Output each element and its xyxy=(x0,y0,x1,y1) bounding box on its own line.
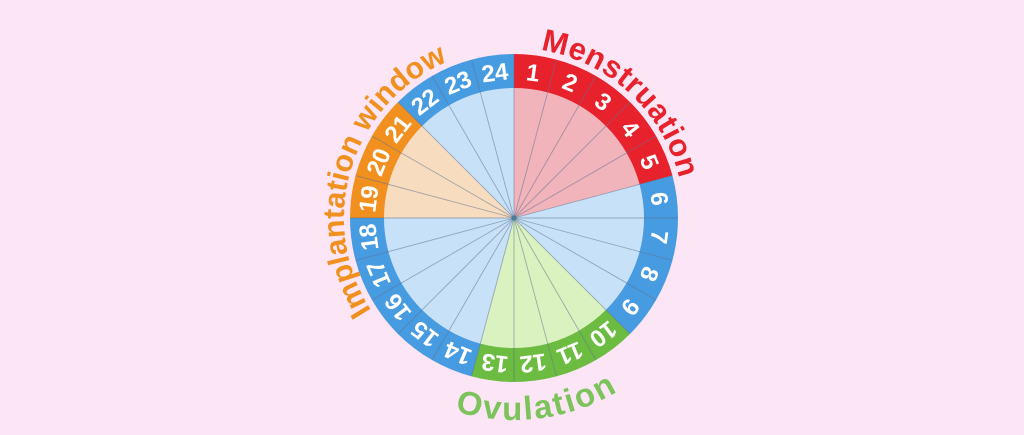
slice-dividers xyxy=(350,54,678,382)
day-slice-3 xyxy=(514,105,606,218)
day-number-6: 6 xyxy=(644,191,673,208)
day-ring-segment-9 xyxy=(605,283,657,334)
day-ring-segment-2 xyxy=(547,59,596,106)
divider-line xyxy=(398,102,515,219)
divider-line xyxy=(513,217,673,261)
divider-line xyxy=(513,217,597,360)
day-slice-8 xyxy=(514,218,640,283)
day-slice-21 xyxy=(401,126,514,218)
wheel-center-dot xyxy=(511,215,517,221)
day-slice-11 xyxy=(514,218,579,344)
day-slice-10 xyxy=(514,218,606,331)
divider-line xyxy=(513,217,557,377)
divider-line xyxy=(513,76,597,219)
day-ring-segment-14 xyxy=(432,330,481,377)
day-ring-segment-22 xyxy=(398,75,449,127)
day-ring xyxy=(350,54,678,382)
day-slice-4 xyxy=(514,126,627,218)
divider-line xyxy=(513,217,656,301)
day-ring-segment-17 xyxy=(355,251,402,300)
day-ring-segment-1 xyxy=(514,54,557,93)
day-number-24: 24 xyxy=(480,58,511,88)
day-number-19: 19 xyxy=(354,184,384,214)
day-ring-segment-10 xyxy=(579,309,630,361)
day-slice-23 xyxy=(449,92,514,218)
divider-line xyxy=(513,175,673,219)
day-ring-segment-19 xyxy=(350,175,389,218)
day-slice-14 xyxy=(449,218,514,344)
day-ring-segment-13 xyxy=(471,343,514,382)
day-ring-segment-16 xyxy=(371,283,423,334)
day-slice-22 xyxy=(422,105,514,218)
day-number-12: 12 xyxy=(518,347,548,377)
day-ring-segment-23 xyxy=(432,59,481,106)
day-slice-16 xyxy=(401,218,514,310)
day-ring-segment-6 xyxy=(639,175,678,218)
divider-line xyxy=(355,175,515,219)
day-ring-segment-18 xyxy=(350,218,389,261)
divider-line xyxy=(471,217,515,377)
day-ring-segment-15 xyxy=(398,309,449,361)
divider-line xyxy=(513,135,656,219)
divider-line xyxy=(513,59,557,219)
day-slice-20 xyxy=(388,153,514,218)
day-number-7: 7 xyxy=(644,229,673,246)
day-slice-2 xyxy=(514,92,579,218)
day-ring-segment-24 xyxy=(471,54,514,93)
day-ring-segment-11 xyxy=(547,330,596,377)
day-ring-segment-20 xyxy=(355,136,402,185)
divider-line xyxy=(513,102,630,219)
day-slice-9 xyxy=(514,218,627,310)
day-number-13: 13 xyxy=(480,347,510,377)
day-number-18: 18 xyxy=(354,222,384,252)
day-ring-segment-3 xyxy=(579,75,630,127)
day-slice-17 xyxy=(388,218,514,283)
day-ring-segment-5 xyxy=(626,136,673,185)
day-ring-segment-21 xyxy=(371,102,423,153)
day-ring-segment-12 xyxy=(514,343,557,382)
divider-line xyxy=(355,217,515,261)
day-ring-segment-7 xyxy=(639,218,678,261)
day-number-1: 1 xyxy=(525,59,542,88)
divider-line xyxy=(431,217,515,360)
divider-line xyxy=(372,135,515,219)
divider-line xyxy=(431,76,515,219)
divider-line xyxy=(471,59,515,219)
divider-line xyxy=(398,217,515,334)
day-ring-segment-4 xyxy=(605,102,657,153)
day-slice-15 xyxy=(422,218,514,331)
day-ring-segment-8 xyxy=(626,251,673,300)
day-slice-5 xyxy=(514,153,640,218)
divider-line xyxy=(372,217,515,301)
divider-line xyxy=(513,217,630,334)
